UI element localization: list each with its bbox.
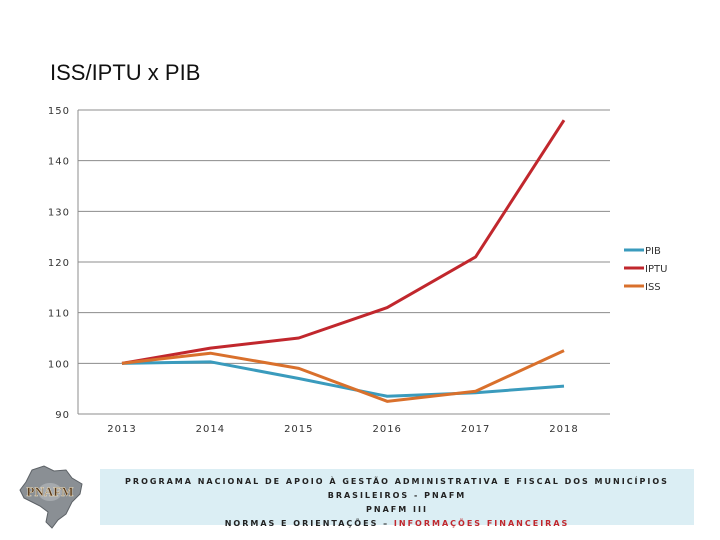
brazil-map-icon: PNAFM bbox=[19, 465, 83, 529]
series-line-iss bbox=[121, 349, 565, 403]
y-tick-label: 140 bbox=[48, 157, 70, 168]
line-chart: 90 100 110 120 130 140 150 2013 2014 2015 2016 2017… bbox=[48, 106, 668, 435]
footer-line-3-highlight: INFORMAÇÕES FINANCEIRAS bbox=[393, 519, 570, 528]
legend-label-iptu: IPTU bbox=[645, 264, 667, 275]
footer-line-3: NORMAS E ORIENTAÇÕES – INFORMAÇÕES FINAN… bbox=[100, 517, 694, 531]
series-line-pib bbox=[121, 360, 565, 398]
y-tick-label: 120 bbox=[48, 258, 70, 269]
y-tick-label: 100 bbox=[48, 359, 70, 370]
logo-text: PNAFM bbox=[27, 484, 74, 499]
x-tick-label: 2018 bbox=[549, 424, 578, 435]
x-tick-label: 2015 bbox=[284, 424, 313, 435]
y-tick-label: 150 bbox=[48, 106, 70, 117]
y-tick-label: 110 bbox=[48, 309, 70, 320]
legend-label-iss: ISS bbox=[645, 282, 661, 293]
y-tick-label: 130 bbox=[48, 207, 70, 218]
footer-line-1: PROGRAMA NACIONAL DE APOIO À GESTÃO ADMI… bbox=[125, 477, 669, 500]
x-tick-label: 2016 bbox=[372, 424, 401, 435]
series-line-iptu bbox=[121, 119, 566, 365]
x-tick-label: 2017 bbox=[461, 424, 490, 435]
footer-line-3-prefix: NORMAS E ORIENTAÇÕES – bbox=[224, 519, 394, 528]
footer-banner: PROGRAMA NACIONAL DE APOIO À GESTÃO ADMI… bbox=[100, 469, 694, 528]
footer-line-2: PNAFM III bbox=[366, 505, 428, 514]
x-tick-label: 2014 bbox=[196, 424, 225, 435]
y-tick-label: 90 bbox=[55, 410, 70, 421]
x-tick-label: 2013 bbox=[107, 424, 136, 435]
legend-label-pib: PIB bbox=[645, 246, 661, 257]
pnafm-logo: PNAFM bbox=[10, 462, 90, 532]
chart-title: ISS/IPTU x PIB bbox=[50, 60, 201, 85]
